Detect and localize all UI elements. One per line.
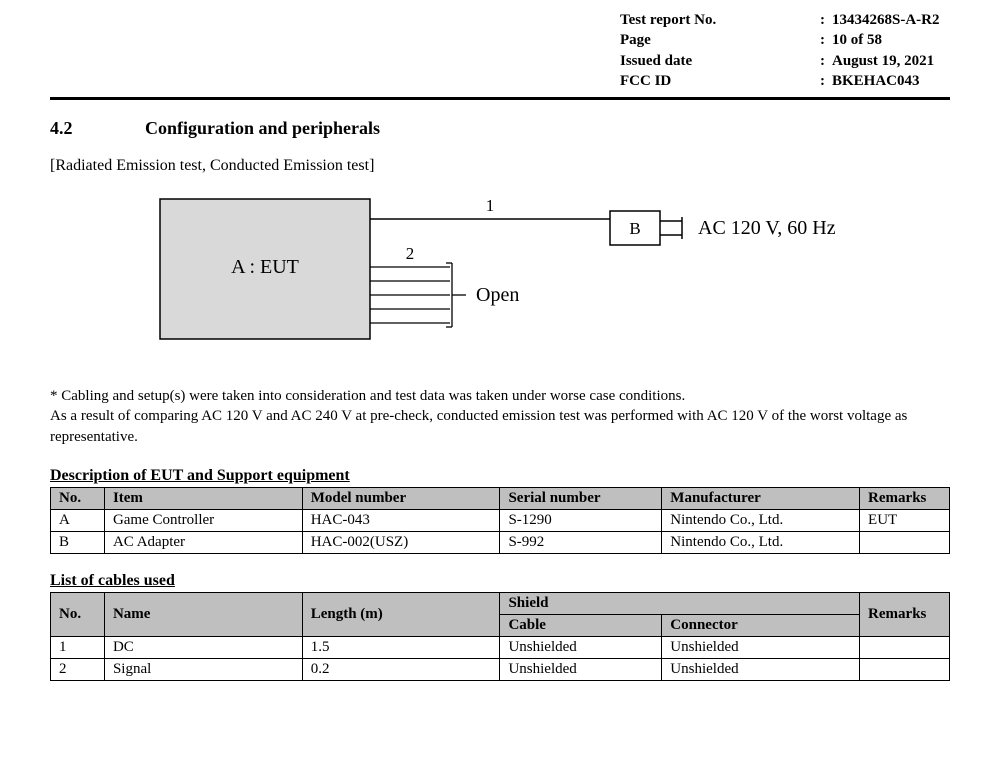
table-row: 1DC1.5UnshieldedUnshielded: [51, 636, 950, 658]
hdr-label-3: FCC ID: [620, 71, 820, 91]
hdr-label-2: Issued date: [620, 51, 820, 71]
equipment-table: No.ItemModel numberSerial numberManufact…: [50, 487, 950, 554]
note-line-0: * Cabling and setup(s) were taken into c…: [50, 386, 950, 406]
hdr-val-3: BKEHAC043: [832, 71, 920, 91]
hdr-val-1: 10 of 58: [832, 30, 882, 50]
svg-text:B: B: [629, 219, 640, 238]
table-header: Serial number: [500, 487, 662, 509]
note-block: * Cabling and setup(s) were taken into c…: [50, 386, 950, 447]
table-header: Name: [104, 592, 302, 636]
svg-text:A : EUT: A : EUT: [231, 256, 299, 278]
table-header: Shield: [500, 592, 860, 614]
header-rule: [50, 97, 950, 100]
block-diagram: A : EUT 1 B AC 120 V, 60 Hz 2 Open: [50, 189, 950, 364]
table-header: Manufacturer: [662, 487, 860, 509]
cables-title: List of cables used: [50, 572, 950, 590]
table-header: Connector: [662, 614, 860, 636]
table-header: Remarks: [860, 487, 950, 509]
report-header: Test report No. : 13434268S-A-R2 Page : …: [620, 10, 950, 91]
svg-text:AC 120 V, 60 Hz: AC 120 V, 60 Hz: [698, 217, 836, 239]
table-header: Item: [104, 487, 302, 509]
section-title: Configuration and peripherals: [145, 118, 380, 139]
section-number: 4.2: [50, 118, 145, 139]
table-row: 2Signal0.2UnshieldedUnshielded: [51, 658, 950, 680]
note-line-1: As a result of comparing AC 120 V and AC…: [50, 406, 950, 447]
table-header: Remarks: [860, 592, 950, 636]
svg-text:2: 2: [406, 244, 415, 263]
svg-text:Open: Open: [476, 284, 519, 306]
hdr-label-1: Page: [620, 30, 820, 50]
table-header: Model number: [302, 487, 500, 509]
svg-text:1: 1: [486, 196, 495, 215]
table-row: BAC AdapterHAC-002(USZ)S-992Nintendo Co.…: [51, 531, 950, 553]
equipment-title: Description of EUT and Support equipment: [50, 467, 950, 485]
table-row: AGame ControllerHAC-043S-1290Nintendo Co…: [51, 509, 950, 531]
hdr-val-2: August 19, 2021: [832, 51, 934, 71]
table-header: Length (m): [302, 592, 500, 636]
hdr-label-0: Test report No.: [620, 10, 820, 30]
table-header: Cable: [500, 614, 662, 636]
section-heading: 4.2 Configuration and peripherals: [50, 118, 950, 139]
cables-table: No.NameLength (m)ShieldRemarks CableConne…: [50, 592, 950, 681]
hdr-val-0: 13434268S-A-R2: [832, 10, 940, 30]
subtitle: [Radiated Emission test, Conducted Emiss…: [50, 157, 950, 175]
table-header: No.: [51, 592, 105, 636]
table-header: No.: [51, 487, 105, 509]
